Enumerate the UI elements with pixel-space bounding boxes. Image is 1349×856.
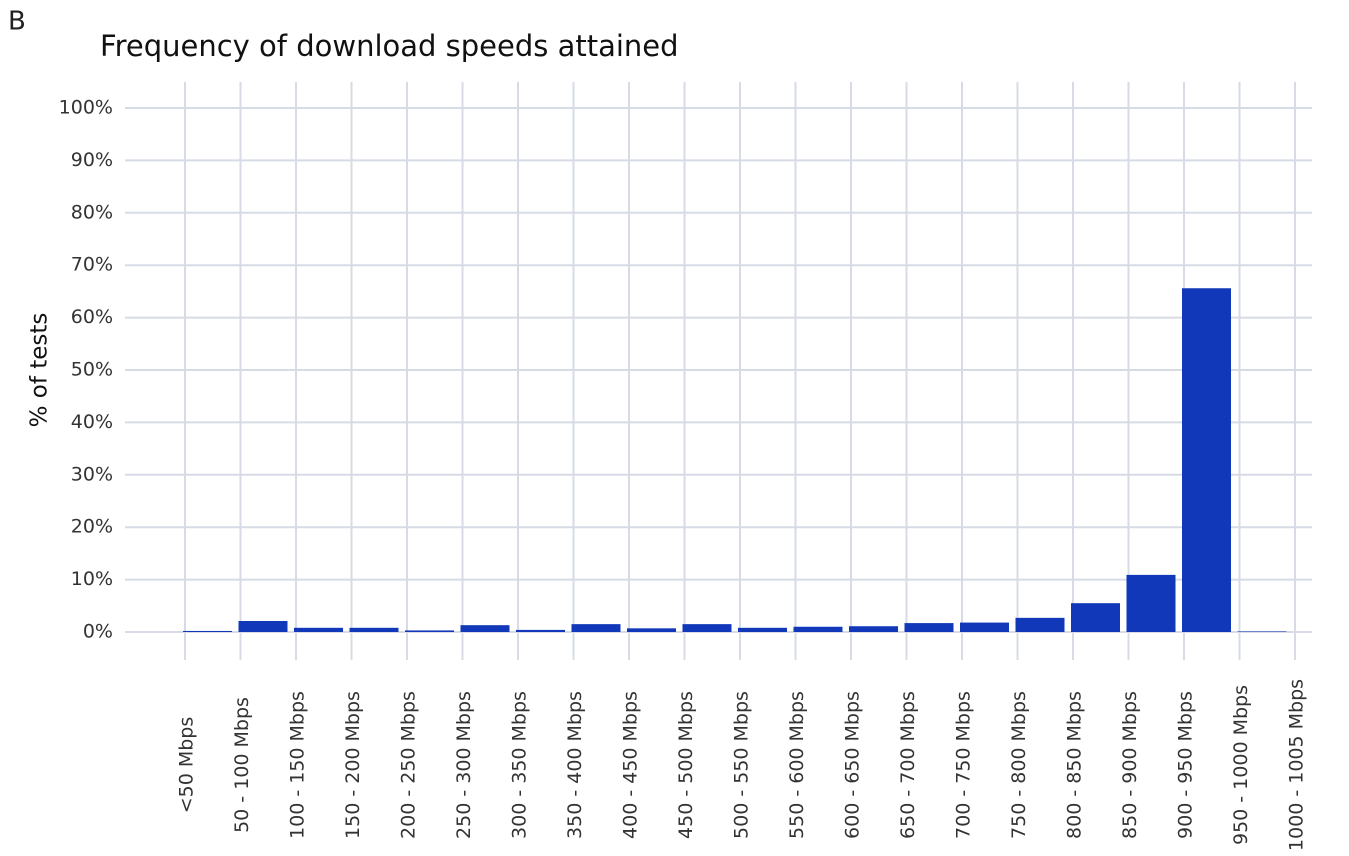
x-tick-label: 550 - 600 Mbps — [786, 691, 808, 839]
y-tick-label: 0% — [83, 621, 113, 643]
x-tick-label: 850 - 900 Mbps — [1119, 691, 1141, 839]
bar — [960, 622, 1009, 632]
x-tick-label: 400 - 450 Mbps — [620, 691, 642, 839]
bar — [1015, 617, 1065, 632]
bar — [238, 620, 288, 632]
x-tick-label: 600 - 650 Mbps — [842, 691, 864, 839]
bar — [460, 625, 510, 632]
x-tick-label: 200 - 250 Mbps — [398, 691, 420, 839]
x-tick-label: 450 - 500 Mbps — [675, 691, 697, 839]
x-tick-label: 250 - 300 Mbps — [453, 691, 475, 839]
bar — [349, 627, 399, 632]
bar — [849, 626, 898, 632]
bar — [793, 626, 843, 632]
y-axis-label: % of tests — [27, 313, 53, 428]
bar — [904, 623, 954, 632]
bar — [405, 630, 454, 632]
x-tick-label: 150 - 200 Mbps — [342, 691, 364, 839]
y-tick-label: 10% — [71, 568, 113, 590]
y-tick-label: 90% — [71, 149, 113, 171]
x-tick-label: 700 - 750 Mbps — [953, 691, 975, 839]
x-tick-label: 650 - 700 Mbps — [897, 691, 919, 839]
bar — [183, 630, 232, 632]
x-tick-label: 800 - 850 Mbps — [1064, 691, 1086, 839]
panel-label: B — [8, 7, 26, 37]
y-tick-label: 60% — [71, 306, 113, 328]
bar — [571, 624, 621, 632]
bar — [1182, 288, 1231, 632]
bar — [1126, 574, 1176, 632]
y-tick-label: 30% — [71, 463, 113, 485]
bar — [738, 627, 787, 632]
x-tick-label: 350 - 400 Mbps — [564, 691, 586, 839]
bar — [627, 628, 676, 632]
bar — [682, 624, 732, 632]
chart-title: Frequency of download speeds attained — [100, 29, 679, 63]
y-tick-label: 70% — [71, 254, 113, 276]
y-tick-label: 40% — [71, 411, 113, 433]
bar — [1237, 631, 1287, 632]
x-tick-label: 900 - 950 Mbps — [1175, 691, 1197, 839]
bar — [1071, 603, 1120, 632]
y-tick-label: 20% — [71, 516, 113, 538]
x-tick-label: <50 Mbps — [176, 717, 198, 814]
y-tick-label: 80% — [71, 201, 113, 223]
y-tick-label: 100% — [59, 97, 113, 119]
x-tick-label: 50 - 100 Mbps — [231, 697, 253, 833]
x-tick-label: 300 - 350 Mbps — [509, 691, 531, 839]
bar — [294, 627, 343, 632]
y-tick-label: 50% — [71, 359, 113, 381]
bar — [516, 629, 565, 632]
x-tick-label: 950 - 1000 Mbps — [1230, 685, 1252, 845]
x-tick-label: 500 - 550 Mbps — [731, 691, 753, 839]
x-tick-label: 100 - 150 Mbps — [287, 691, 309, 839]
x-tick-label: 750 - 800 Mbps — [1008, 691, 1030, 839]
x-tick-label: 1000 - 1005 Mbps — [1286, 679, 1308, 851]
